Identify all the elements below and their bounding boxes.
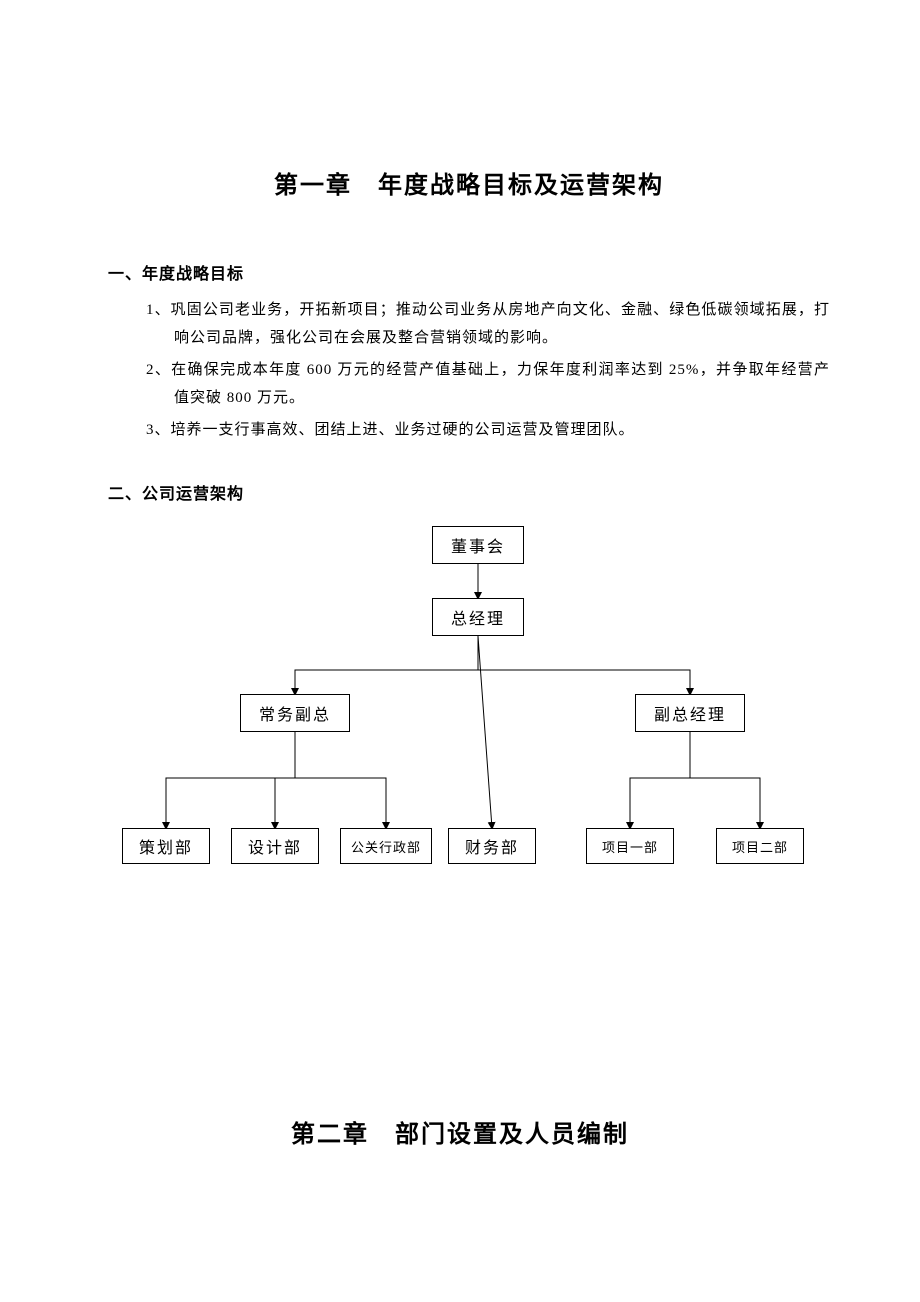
- org-node-plan: 策划部: [122, 828, 210, 864]
- section1-list: 1、巩固公司老业务，开拓新项目；推动公司业务从房地产向文化、金融、绿色低碳领域拓…: [108, 296, 830, 444]
- section2-heading: 二、公司运营架构: [108, 480, 830, 504]
- list-item: 1、巩固公司老业务，开拓新项目；推动公司业务从房地产向文化、金融、绿色低碳领域拓…: [146, 296, 830, 352]
- org-node-proj2: 项目二部: [716, 828, 804, 864]
- org-node-gm: 总经理: [432, 598, 524, 636]
- chapter2-title: 第二章 部门设置及人员编制: [0, 1114, 920, 1149]
- org-chart: 董事会总经理常务副总 副总经理策划部设计部公关行政部财务部 项目一部 项目二部: [112, 526, 832, 886]
- org-node-board: 董事会: [432, 526, 524, 564]
- org-node-exec: 常务副总: [240, 694, 350, 732]
- list-item: 2、在确保完成本年度 600 万元的经营产值基础上，力保年度利润率达到 25%，…: [146, 356, 830, 412]
- org-node-pr: 公关行政部: [340, 828, 432, 864]
- org-node-finance: 财务部: [448, 828, 536, 864]
- chapter1-title: 第一章 年度战略目标及运营架构: [108, 165, 830, 200]
- section1-heading: 一、年度战略目标: [108, 260, 830, 284]
- list-item: 3、培养一支行事高效、团结上进、业务过硬的公司运营及管理团队。: [146, 416, 830, 444]
- org-node-proj1: 项目一部: [586, 828, 674, 864]
- org-node-design: 设计部: [231, 828, 319, 864]
- org-node-vgm: 副总经理: [635, 694, 745, 732]
